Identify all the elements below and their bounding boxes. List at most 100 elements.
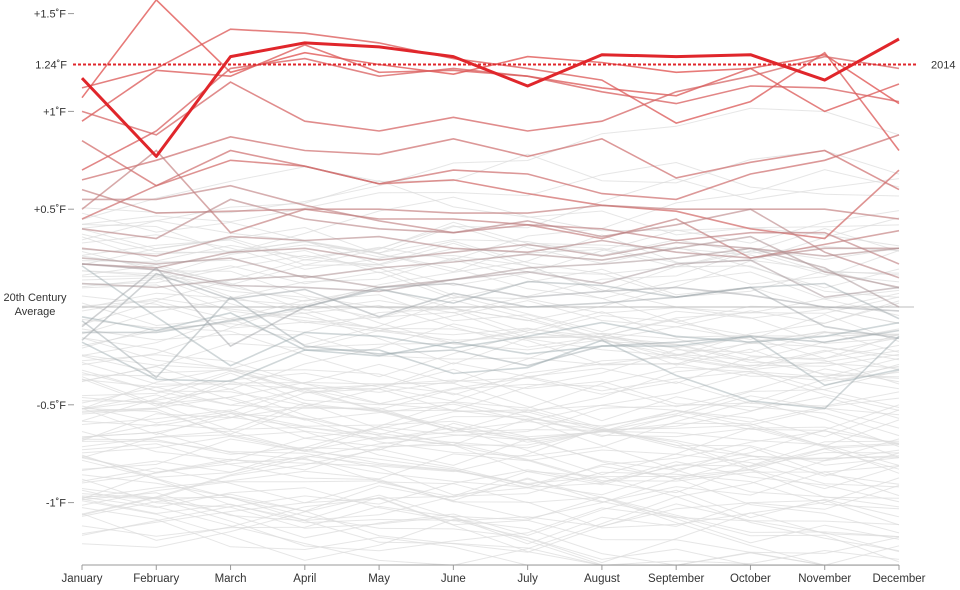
highlight-series-line	[80, 37, 900, 158]
historical-year-line	[81, 379, 900, 432]
historical-year-line	[81, 249, 900, 316]
historical-year-line	[81, 469, 900, 520]
historical-year-line	[81, 234, 900, 335]
historical-year-line	[81, 328, 900, 408]
historical-year-line	[81, 495, 900, 552]
year-series-line-23	[81, 335, 900, 410]
year-series-line-5	[81, 55, 900, 136]
historical-year-line	[81, 265, 900, 324]
historical-year-line	[81, 355, 900, 477]
year-series-line-14	[81, 241, 900, 269]
historical-year-line	[81, 107, 900, 214]
historical-year-line	[81, 220, 900, 345]
historical-year-line	[81, 409, 900, 476]
y-tick-label: +1˚F	[43, 106, 66, 118]
year-series-line-1	[81, 0, 900, 105]
year-series-line-9	[81, 149, 900, 234]
historical-year-line	[81, 353, 900, 424]
historical-year-line	[81, 454, 900, 566]
historical-year-line	[81, 368, 900, 435]
x-tick-label: October	[730, 573, 771, 585]
warm-year-lines	[81, 0, 900, 410]
historical-year-line	[81, 449, 900, 499]
historical-year-line	[81, 478, 899, 566]
x-axis: January February March April May June July Augu…	[62, 564, 926, 585]
x-tick-label: September	[648, 573, 704, 585]
historical-year-line	[81, 365, 900, 500]
historical-year-line	[81, 431, 900, 494]
year-series-line-4	[81, 57, 900, 171]
year-series-line-20	[82, 280, 900, 334]
year-series-line-16	[81, 247, 900, 308]
x-tick-label: April	[293, 573, 316, 585]
historical-year-line	[81, 440, 900, 503]
historical-year-line	[81, 234, 900, 298]
historical-year-line	[81, 308, 900, 371]
x-tick-label: May	[368, 573, 390, 585]
historical-year-line	[81, 485, 900, 548]
historical-year-line	[81, 457, 900, 544]
historical-year-line	[81, 180, 900, 247]
historical-year-line	[81, 254, 900, 333]
historical-year-line	[81, 296, 900, 348]
historical-year-line	[81, 372, 900, 471]
historical-year-line	[81, 449, 900, 566]
historical-year-line	[81, 371, 900, 422]
y-tick-label: +1.5˚F	[34, 9, 66, 21]
historical-year-line	[81, 443, 900, 529]
historical-year-line	[81, 430, 900, 534]
historical-year-line	[81, 487, 900, 553]
historical-year-line	[81, 397, 900, 466]
y-tick-label: -1˚F	[46, 498, 66, 510]
historical-year-line	[81, 332, 900, 411]
historical-year-line	[81, 430, 900, 489]
x-tick-label: December	[872, 573, 925, 585]
historical-year-lines	[81, 107, 900, 566]
year-series-line-22	[81, 265, 900, 367]
historical-year-line	[81, 414, 900, 458]
historical-year-line	[81, 161, 900, 225]
x-tick-label: June	[441, 573, 466, 585]
y-tick-label: -0.5˚F	[37, 400, 67, 412]
highlight-series-label: 2014	[931, 59, 955, 71]
historical-year-line	[81, 227, 900, 309]
historical-year-line	[81, 369, 900, 432]
historical-year-line	[81, 328, 900, 390]
y-tick-label: +0.5˚F	[34, 204, 66, 216]
historical-year-line	[81, 478, 900, 538]
historical-year-line	[81, 437, 900, 503]
historical-year-line	[81, 500, 900, 566]
year-series-line-18	[81, 266, 900, 348]
year-series-line-15	[81, 235, 900, 289]
x-tick-label: July	[517, 573, 538, 585]
historical-year-line	[81, 409, 900, 473]
historical-year-line	[81, 221, 900, 283]
x-tick-label: August	[584, 573, 621, 585]
x-tick-label: January	[62, 573, 103, 585]
year-series-line-13	[81, 235, 899, 259]
year-series-line-19	[81, 272, 900, 341]
x-tick-label: March	[215, 573, 247, 585]
historical-year-line	[81, 395, 900, 478]
historical-year-line	[81, 489, 900, 539]
baseline-label-line2: Average	[15, 306, 56, 318]
year-series-line-21	[81, 296, 900, 379]
year-series-line-12	[81, 198, 900, 279]
reference-value-label: 1.24˚F	[35, 59, 67, 71]
x-tick-label: November	[798, 573, 851, 585]
year-series-line-24	[81, 312, 900, 387]
historical-year-line	[81, 294, 900, 359]
historical-year-line	[81, 332, 900, 413]
historical-year-line	[81, 372, 900, 445]
historical-year-line	[81, 430, 900, 486]
historical-year-line	[81, 368, 900, 442]
historical-year-line	[81, 333, 900, 438]
historical-year-line	[81, 400, 900, 474]
historical-year-line	[81, 446, 900, 496]
year-series-line-11	[82, 184, 900, 265]
historical-year-line	[81, 150, 900, 220]
highlight-series-group	[80, 37, 900, 158]
year-series-line-17	[81, 259, 900, 299]
historical-year-line	[81, 412, 900, 482]
